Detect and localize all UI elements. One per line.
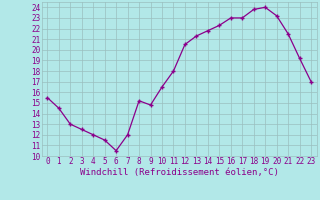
X-axis label: Windchill (Refroidissement éolien,°C): Windchill (Refroidissement éolien,°C) (80, 168, 279, 177)
